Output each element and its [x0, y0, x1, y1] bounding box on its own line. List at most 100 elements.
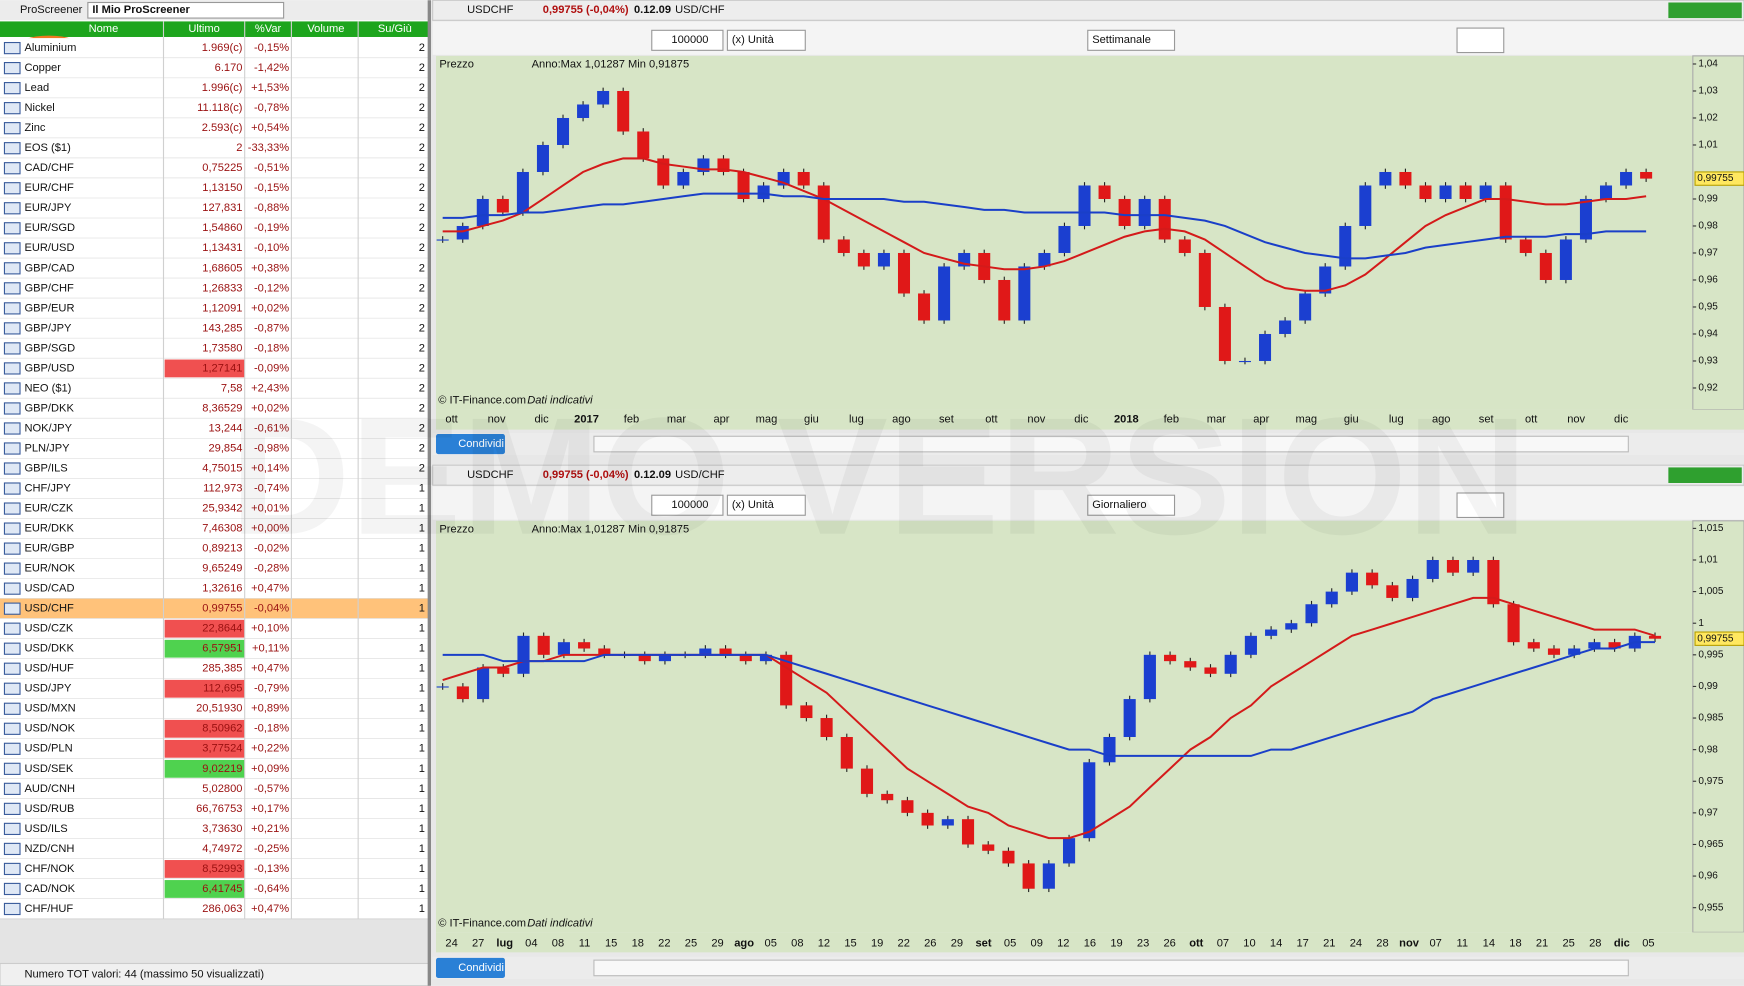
- candle: [1058, 225, 1071, 253]
- instrument-name[interactable]: Copper: [24, 62, 61, 74]
- quantity-input[interactable]: [651, 29, 724, 51]
- indicator-button[interactable]: [1456, 27, 1505, 54]
- period[interactable]: Settimanale: [1092, 34, 1151, 46]
- list-name[interactable]: Il Mio ProScreener: [92, 4, 190, 16]
- instrument-name[interactable]: NOK/JPY: [24, 422, 72, 434]
- instrument-name[interactable]: EUR/DKK: [24, 523, 74, 535]
- indicator-button[interactable]: [1456, 492, 1505, 519]
- candle: [536, 144, 549, 172]
- candle: [1158, 198, 1171, 240]
- instrument-name[interactable]: CHF/JPY: [24, 482, 71, 494]
- instrument-name[interactable]: GBP/EUR: [24, 302, 74, 314]
- percent-change: -0,09%: [254, 362, 289, 374]
- x-tick-label: 09: [1031, 937, 1043, 949]
- instrument-name[interactable]: USD/PLN: [24, 743, 72, 755]
- instrument-name[interactable]: GBP/DKK: [24, 402, 74, 414]
- instrument-name[interactable]: AUD/CNH: [24, 783, 75, 795]
- share-label[interactable]: Condividi: [458, 962, 504, 974]
- instrument-name[interactable]: EUR/JPY: [24, 202, 72, 214]
- percent-change: +0,01%: [251, 503, 289, 515]
- instrument-name[interactable]: GBP/CAD: [24, 262, 74, 274]
- instrument-name[interactable]: USD/MXN: [24, 703, 75, 715]
- column-header[interactable]: %Var: [255, 23, 282, 35]
- period[interactable]: Giornaliero: [1092, 499, 1146, 511]
- instrument-name[interactable]: GBP/ILS: [24, 462, 67, 474]
- instrument-name[interactable]: CAD/NOK: [24, 883, 75, 895]
- table-row: [0, 698, 430, 719]
- share-button[interactable]: [436, 434, 505, 455]
- instrument-name[interactable]: USD/CHF: [24, 603, 74, 615]
- last-price: 66,76753: [196, 803, 242, 815]
- instrument-name[interactable]: GBP/CHF: [24, 282, 74, 294]
- units-select[interactable]: [726, 494, 806, 516]
- x-tick-label: giu: [804, 414, 819, 426]
- symbol[interactable]: USDCHF: [467, 4, 514, 16]
- instrument-name[interactable]: USD/JPY: [24, 683, 72, 695]
- instrument-name[interactable]: CHF/HUF: [24, 903, 73, 915]
- quantity-input[interactable]: [651, 494, 724, 516]
- candle: [881, 793, 894, 801]
- list-select[interactable]: [87, 1, 285, 19]
- instrument-name[interactable]: NEO ($1): [24, 382, 71, 394]
- instrument-name[interactable]: GBP/USD: [24, 362, 74, 374]
- window-buttons[interactable]: [1668, 2, 1742, 19]
- cell-highlight: [164, 359, 245, 378]
- share-button[interactable]: [436, 957, 505, 978]
- quantity[interactable]: 100000: [671, 34, 708, 46]
- units[interactable]: (x) Unità: [732, 499, 775, 511]
- instrument-name[interactable]: Lead: [24, 82, 49, 94]
- instrument-name[interactable]: USD/HUF: [24, 663, 74, 675]
- instrument-name[interactable]: GBP/SGD: [24, 342, 75, 354]
- instrument-name[interactable]: USD/SEK: [24, 763, 73, 775]
- quantity[interactable]: 100000: [671, 499, 708, 511]
- column-header[interactable]: Nome: [89, 23, 119, 35]
- instrument-name[interactable]: CAD/CHF: [24, 162, 74, 174]
- candle: [921, 812, 934, 826]
- instrument-name[interactable]: EUR/USD: [24, 242, 74, 254]
- window-buttons[interactable]: [1668, 467, 1742, 483]
- instrument-name[interactable]: NZD/CNH: [24, 843, 74, 855]
- instrument-name[interactable]: USD/NOK: [24, 723, 75, 735]
- last-price-label: 0,99755: [1697, 633, 1734, 644]
- column-header[interactable]: Volume: [307, 23, 344, 35]
- instrument-name[interactable]: GBP/JPY: [24, 322, 72, 334]
- rank: 2: [419, 142, 425, 154]
- candle: [737, 171, 750, 199]
- rank: 2: [419, 262, 425, 274]
- instrument-name[interactable]: EUR/CHF: [24, 182, 74, 194]
- instrument-name[interactable]: USD/CZK: [24, 623, 73, 635]
- period-select[interactable]: [1087, 494, 1176, 516]
- instrument-name[interactable]: USD/DKK: [24, 643, 74, 655]
- units[interactable]: (x) Unità: [732, 34, 775, 46]
- scrollbar[interactable]: [593, 959, 1629, 977]
- candle: [1184, 661, 1197, 668]
- share-label[interactable]: Condividi: [458, 438, 504, 450]
- last-price: 143,285: [202, 322, 242, 334]
- column-header[interactable]: Ultimo: [188, 23, 219, 35]
- instrument-name[interactable]: USD/ILS: [24, 823, 67, 835]
- instrument-name[interactable]: Aluminium: [24, 42, 76, 54]
- x-tick-label: 22: [898, 937, 910, 949]
- table-row: [0, 818, 430, 839]
- instrument-name[interactable]: CHF/NOK: [24, 863, 75, 875]
- instrument-name[interactable]: USD/RUB: [24, 803, 74, 815]
- instrument-name[interactable]: Nickel: [24, 102, 54, 114]
- instrument-name[interactable]: EUR/CZK: [24, 503, 73, 515]
- instrument-name[interactable]: EOS ($1): [24, 142, 71, 154]
- scrollbar[interactable]: [593, 435, 1629, 453]
- column-header[interactable]: Su/Giù: [378, 23, 412, 35]
- candle: [1487, 559, 1500, 605]
- symbol[interactable]: USDCHF: [467, 469, 514, 481]
- candle: [1164, 654, 1177, 662]
- table-row: [0, 538, 430, 559]
- period-select[interactable]: [1087, 29, 1176, 51]
- instrument-name[interactable]: EUR/GBP: [24, 543, 74, 555]
- y-tick-label: 0,97: [1698, 248, 1718, 259]
- row-icon: [3, 562, 21, 575]
- instrument-name[interactable]: PLN/JPY: [24, 442, 70, 454]
- instrument-name[interactable]: Zinc: [24, 122, 45, 134]
- instrument-name[interactable]: EUR/NOK: [24, 563, 75, 575]
- instrument-name[interactable]: EUR/SGD: [24, 222, 75, 234]
- instrument-name[interactable]: USD/CAD: [24, 583, 74, 595]
- units-select[interactable]: [726, 29, 806, 51]
